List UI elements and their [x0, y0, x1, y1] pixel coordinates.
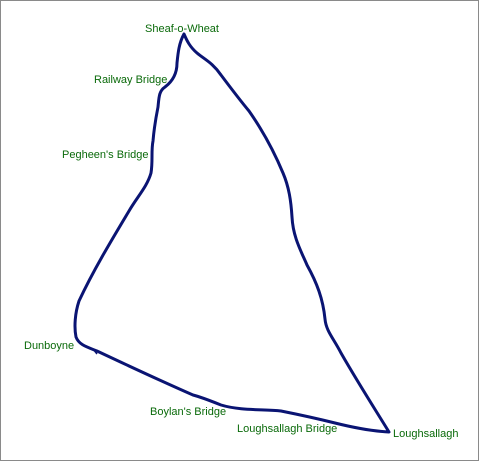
- route-tick-mark: [92, 348, 98, 355]
- place-label-pegheens-bridge: Pegheen's Bridge: [62, 149, 149, 161]
- place-label-loughsallagh-bridge: Loughsallagh Bridge: [237, 423, 337, 435]
- place-label-railway-bridge: Railway Bridge: [94, 74, 167, 86]
- place-label-dunboyne: Dunboyne: [24, 340, 74, 352]
- place-label-boylans-bridge: Boylan's Bridge: [150, 406, 226, 418]
- route-loop: [73, 32, 391, 434]
- place-label-sheaf-o-wheat: Sheaf-o-Wheat: [145, 23, 219, 35]
- place-label-loughsallagh: Loughsallagh: [393, 428, 458, 440]
